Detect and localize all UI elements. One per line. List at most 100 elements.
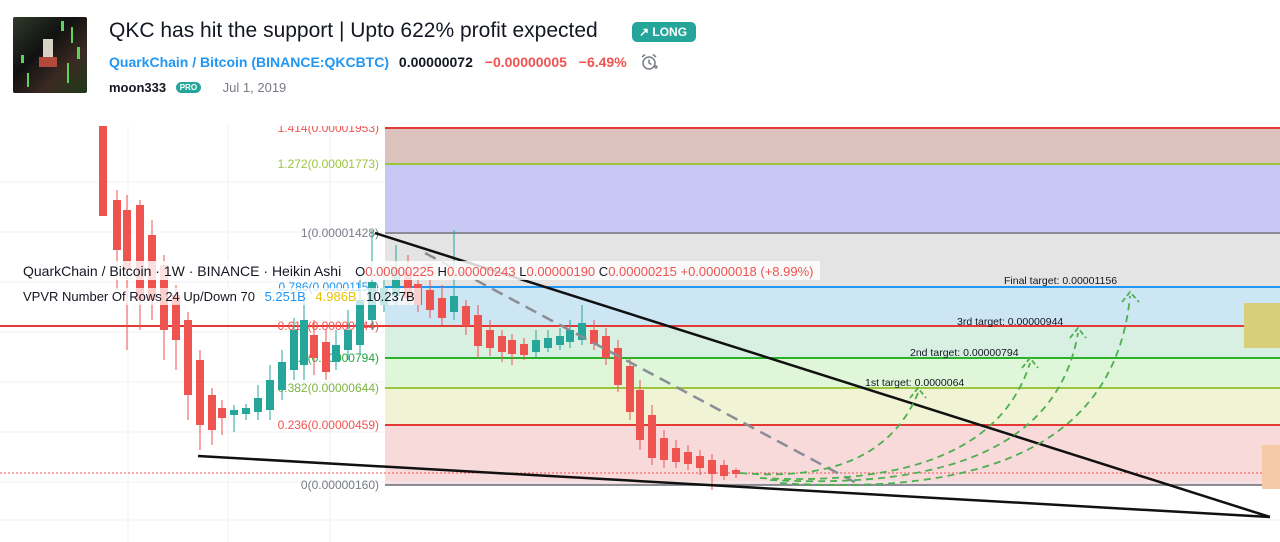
symbol-row: QuarkChain / Bitcoin (BINANCE:QKCBTC) 0.… bbox=[109, 53, 659, 74]
vpvr-legend: VPVR Number Of Rows 24 Up/Down 70 5.251B… bbox=[14, 288, 421, 305]
idea-title: QKC has hit the support | Upto 622% prof… bbox=[109, 19, 598, 42]
arc-arrowheads bbox=[909, 290, 1140, 399]
chart-area[interactable]: 1.414(0.00001953) 1.272(0.00001773) 1(0.00… bbox=[0, 126, 1280, 542]
candle-body bbox=[392, 268, 400, 296]
ohlc-c-label: C bbox=[598, 264, 609, 279]
candle-body bbox=[404, 272, 412, 298]
arc-target-3 bbox=[769, 332, 1079, 483]
alarm-clock-icon[interactable] bbox=[639, 53, 659, 74]
candle-body bbox=[566, 330, 574, 342]
ohlc-change: +0.00000018 (+8.99%) bbox=[680, 264, 814, 279]
vpvr-up-volume: 5.251B bbox=[264, 289, 306, 304]
arc-target-final bbox=[779, 295, 1131, 486]
lower-trendline[interactable] bbox=[197, 454, 1271, 519]
candle-body bbox=[113, 200, 121, 250]
fib-zone-1272-1 bbox=[385, 164, 1280, 233]
long-badge: ↗ LONG bbox=[632, 22, 697, 42]
fib-zone-0786-0618 bbox=[385, 287, 1280, 326]
fib-zone-05-0382 bbox=[385, 358, 1280, 388]
candle-body bbox=[462, 306, 470, 326]
upper-trendline[interactable] bbox=[374, 231, 1271, 519]
symbol-link[interactable]: QuarkChain / Bitcoin bbox=[109, 54, 248, 71]
fib-zone-0382-0236 bbox=[385, 388, 1280, 425]
author-avatar[interactable] bbox=[13, 17, 87, 93]
fib-label: 0.382(0.00000644) bbox=[278, 381, 379, 395]
vpvr-down-volume: 4.986B bbox=[315, 289, 357, 304]
fib-label: 0(0.00000160) bbox=[301, 478, 379, 492]
candle-body bbox=[696, 456, 704, 468]
price-change-percent: −6.49% bbox=[578, 54, 627, 71]
candle-body bbox=[498, 336, 506, 352]
fib-label: 1.272(0.00001773) bbox=[278, 157, 379, 171]
vpvr-total-volume: 10.237B bbox=[366, 289, 415, 304]
candle-body bbox=[532, 340, 540, 352]
candle-body bbox=[254, 398, 262, 412]
fib-zone-1414-1272 bbox=[385, 128, 1280, 164]
arc-target-2 bbox=[759, 362, 1031, 480]
target-1-label: 1st target: 0.0000064 bbox=[865, 377, 964, 389]
candle-body bbox=[123, 210, 131, 270]
fib-zone-0618-05 bbox=[385, 326, 1280, 358]
candle-body bbox=[426, 290, 434, 310]
candle-body bbox=[508, 340, 516, 354]
candle-body bbox=[438, 298, 446, 318]
candle-body bbox=[626, 366, 634, 412]
vpvr-zone-lower bbox=[1262, 445, 1280, 489]
target-projection-arcs bbox=[739, 295, 1131, 486]
ohlc-h-label: H bbox=[437, 264, 447, 279]
candle-body bbox=[660, 438, 668, 460]
chart-legend: QuarkChain / Bitcoin · 1W · BINANCE · He… bbox=[14, 261, 820, 280]
candle-body bbox=[474, 315, 482, 346]
candle-body bbox=[486, 330, 494, 348]
price-change: −0.00000005 bbox=[484, 54, 567, 71]
candle-body bbox=[230, 410, 238, 415]
candle-body bbox=[172, 295, 180, 340]
candle-body bbox=[636, 390, 644, 440]
ohlc-o-label: O bbox=[355, 264, 366, 279]
candle-body bbox=[290, 330, 298, 370]
target-2-label: 2nd target: 0.00000794 bbox=[910, 347, 1019, 359]
candle-body bbox=[136, 205, 144, 300]
target-labels: 1st target: 0.0000064 2nd target: 0.0000… bbox=[865, 275, 1117, 389]
chart-grid bbox=[0, 126, 1280, 542]
candle-body bbox=[344, 330, 352, 350]
candle-body bbox=[556, 336, 564, 345]
final-target-label: Final target: 0.00001156 bbox=[1004, 275, 1117, 287]
publish-date: Jul 1, 2019 bbox=[222, 80, 287, 95]
candle-body bbox=[672, 448, 680, 462]
fib-label: 1(0.00001428) bbox=[301, 226, 379, 240]
candle-body bbox=[602, 336, 610, 358]
arc-target-1 bbox=[739, 392, 919, 476]
candle-body bbox=[332, 345, 340, 362]
candle-body bbox=[300, 320, 308, 365]
candle-body bbox=[520, 344, 528, 355]
candle-body bbox=[218, 408, 226, 418]
exchange-link[interactable]: (BINANCE:QKCBTC) bbox=[251, 54, 389, 70]
candle-body bbox=[544, 338, 552, 348]
candle-body bbox=[184, 320, 192, 395]
author-name[interactable]: moon333 bbox=[109, 80, 167, 95]
candle-body bbox=[732, 470, 740, 474]
candle-body bbox=[590, 330, 598, 344]
candle-body bbox=[322, 342, 330, 372]
candle-body bbox=[708, 460, 716, 474]
ohlc-h-value: 0.00000243 bbox=[446, 264, 516, 279]
target-3-label: 3rd target: 0.00000944 bbox=[957, 316, 1063, 328]
pro-badge: PRO bbox=[175, 82, 202, 93]
dashed-projection-line[interactable] bbox=[424, 251, 861, 487]
vpvr-indicator-name: VPVR Number Of Rows 24 Up/Down 70 bbox=[23, 289, 255, 304]
idea-header: QKC has hit the support | Upto 622% prof… bbox=[0, 0, 1280, 118]
candle-body bbox=[450, 296, 458, 312]
candle-body bbox=[208, 395, 216, 430]
exchange-text: (BINANCE:QKCBTC) bbox=[251, 54, 390, 71]
fib-label: 0.236(0.00000459) bbox=[278, 418, 379, 432]
candle-body bbox=[310, 335, 318, 358]
candle-body bbox=[614, 348, 622, 385]
candle-body bbox=[356, 300, 364, 345]
candle-body bbox=[266, 380, 274, 410]
ohlc-values: O0.00000225 H0.00000243 L0.00000190 C0.0… bbox=[355, 264, 813, 279]
chart-canvas[interactable]: 1.414(0.00001953) 1.272(0.00001773) 1(0.00… bbox=[0, 126, 1280, 542]
candle-body bbox=[99, 126, 107, 216]
candle-body bbox=[196, 360, 204, 425]
fib-label: 1.414(0.00001953) bbox=[278, 126, 379, 135]
